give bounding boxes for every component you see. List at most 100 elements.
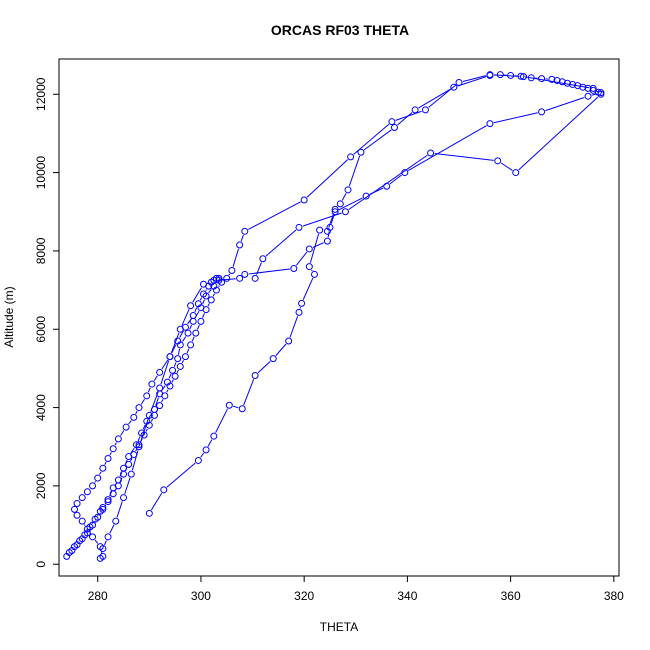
series-segment (181, 359, 185, 364)
data-point (143, 417, 151, 425)
data-point (83, 525, 91, 533)
series-segment (166, 462, 196, 488)
data-point (241, 270, 249, 278)
x-tick-label: 360 (501, 589, 521, 603)
data-point (269, 355, 277, 363)
series-segment (173, 362, 177, 367)
data-point (104, 498, 112, 506)
series-segment (192, 287, 202, 303)
series-segment (191, 336, 195, 342)
data-point (548, 75, 556, 83)
data-point (305, 245, 313, 253)
data-point (192, 329, 200, 337)
series-1 (96, 71, 605, 562)
data-point (181, 353, 189, 361)
series-segment (130, 447, 135, 454)
series-segment (212, 293, 215, 297)
data-point (310, 270, 318, 278)
series-segment (518, 96, 599, 171)
series-segment (312, 242, 324, 248)
y-tick-label: 12000 (34, 77, 48, 111)
data-point (347, 153, 355, 161)
x-tick-label: 380 (604, 589, 624, 603)
series-segment (94, 539, 99, 544)
data-point (228, 267, 236, 274)
data-point (200, 290, 208, 298)
series-segment (147, 387, 151, 393)
series-segment (218, 285, 220, 288)
data-point (91, 515, 99, 523)
series-segment (109, 452, 112, 456)
y-tick-label: 2000 (34, 472, 48, 499)
series-segment (176, 369, 179, 373)
data-point (96, 543, 104, 551)
series-segment (94, 520, 96, 523)
data-point (78, 494, 86, 502)
series-segment (140, 398, 145, 405)
series-segment (114, 483, 117, 485)
series-segment (161, 359, 169, 370)
data-point (589, 84, 597, 92)
series-segment (99, 512, 102, 515)
series-segment (363, 129, 392, 151)
data-point (169, 366, 177, 374)
data-point (194, 300, 202, 308)
series-3 (65, 274, 223, 556)
series-segment (462, 75, 487, 83)
data-point (148, 380, 156, 388)
data-point (486, 120, 494, 128)
series-segment (306, 159, 349, 198)
data-point (174, 355, 182, 363)
data-point (259, 255, 267, 263)
data-point (390, 124, 398, 132)
series-segment (348, 155, 361, 187)
series-segment (265, 229, 297, 257)
series-segment (161, 385, 166, 391)
data-point (223, 274, 231, 282)
data-point (135, 404, 143, 412)
series-segment (202, 299, 205, 305)
series-segment (208, 288, 212, 294)
data-point (538, 75, 546, 83)
data-point (120, 464, 128, 472)
series-segment (119, 471, 123, 477)
series-segment (199, 297, 203, 301)
x-axis: 280 300 320 340 360 380 (88, 576, 624, 603)
series-segment (240, 234, 244, 242)
data-point (197, 317, 205, 325)
data-point (81, 531, 89, 539)
series-segment (182, 336, 187, 342)
data-point (150, 406, 158, 414)
data-point (112, 517, 120, 525)
data-point (298, 299, 306, 307)
series-segment (124, 477, 131, 495)
series-segment (289, 316, 299, 338)
data-point (145, 509, 153, 517)
data-point (104, 496, 112, 504)
series-4 (70, 274, 220, 560)
series-segment (215, 408, 228, 433)
data-point (202, 446, 210, 454)
data-point (99, 503, 107, 511)
data-point (326, 223, 334, 231)
data-point (357, 148, 365, 156)
series-segment (161, 399, 164, 403)
data-point (132, 441, 140, 449)
series-segment (196, 324, 200, 330)
series-segment (124, 460, 128, 465)
data-point (295, 223, 303, 231)
data-point (109, 445, 117, 453)
series-segment (181, 309, 190, 326)
series-segment (295, 251, 308, 266)
series-segment (104, 502, 107, 505)
series-segment (428, 84, 457, 108)
data-point (238, 405, 246, 413)
data-point (455, 79, 463, 86)
series-segment (145, 428, 148, 432)
data-point (99, 552, 107, 560)
data-point (189, 312, 197, 320)
x-tick-label: 300 (191, 589, 211, 603)
series-segment (328, 213, 335, 228)
series-segment (168, 373, 172, 379)
y-tick-label: 4000 (34, 394, 48, 421)
